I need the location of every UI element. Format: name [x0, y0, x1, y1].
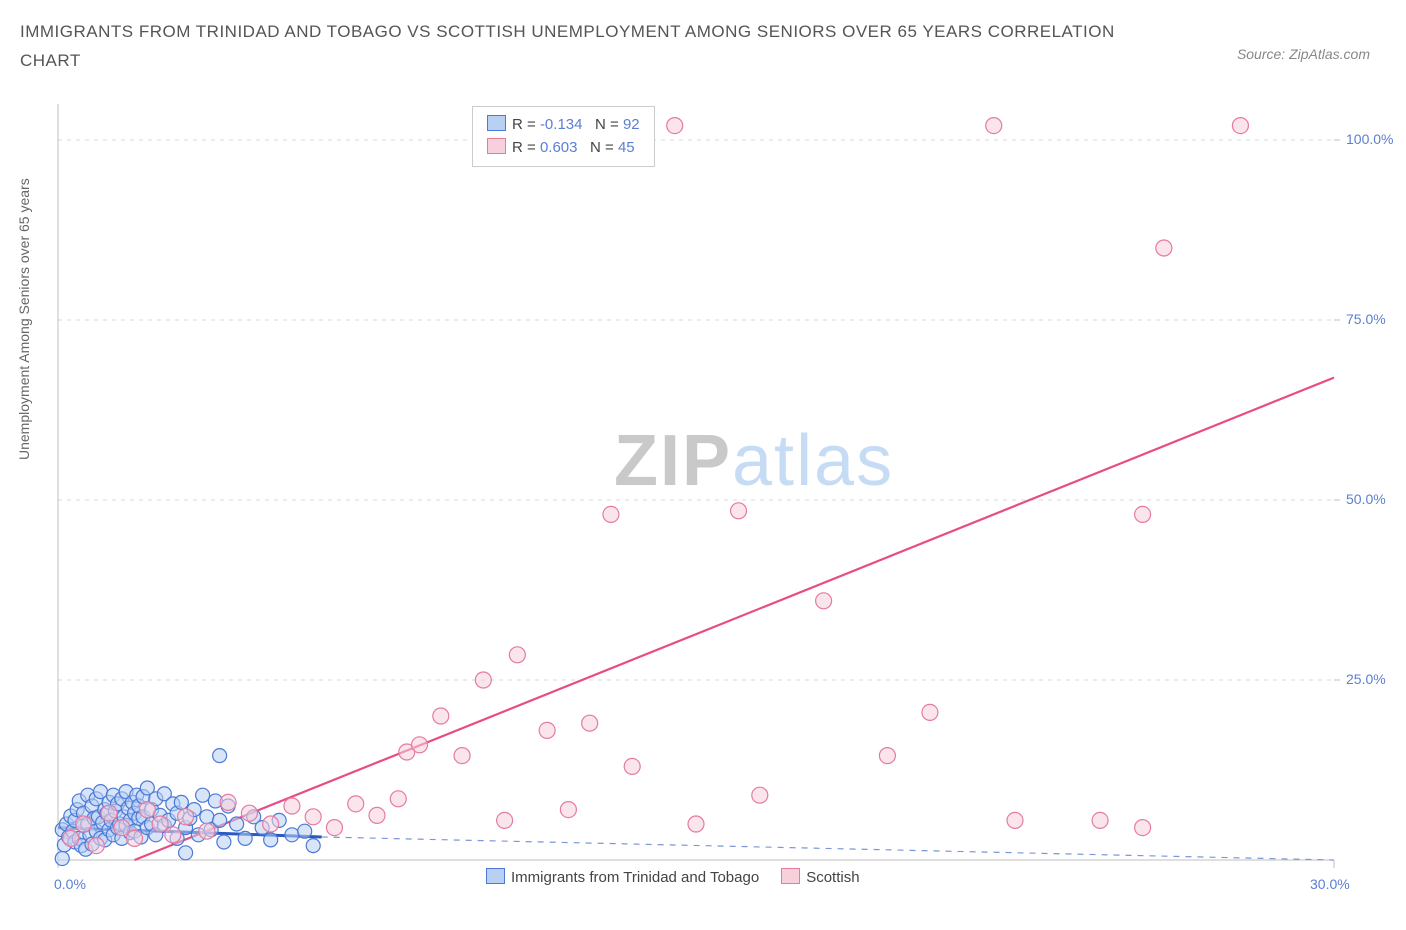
y-tick-label: 25.0%: [1346, 671, 1386, 687]
x-tick-label: 0.0%: [54, 876, 86, 892]
y-tick-label: 100.0%: [1346, 131, 1393, 147]
y-tick-label: 75.0%: [1346, 311, 1386, 327]
source-label: Source: ZipAtlas.com: [1237, 46, 1370, 62]
y-tick-label: 50.0%: [1346, 491, 1386, 507]
y-axis-label: Unemployment Among Seniors over 65 years: [16, 178, 32, 460]
legend-stats-box: R = -0.134 N = 92R = 0.603 N = 45: [472, 106, 655, 167]
x-tick-label: 30.0%: [1310, 876, 1350, 892]
chart-title: IMMIGRANTS FROM TRINIDAD AND TOBAGO VS S…: [20, 18, 1120, 76]
scatter-chart: R = -0.134 N = 92R = 0.603 N = 45 ZIPatl…: [54, 100, 1374, 870]
legend-series: Immigrants from Trinidad and TobagoScott…: [464, 868, 860, 886]
plot-svg: [54, 100, 1374, 900]
